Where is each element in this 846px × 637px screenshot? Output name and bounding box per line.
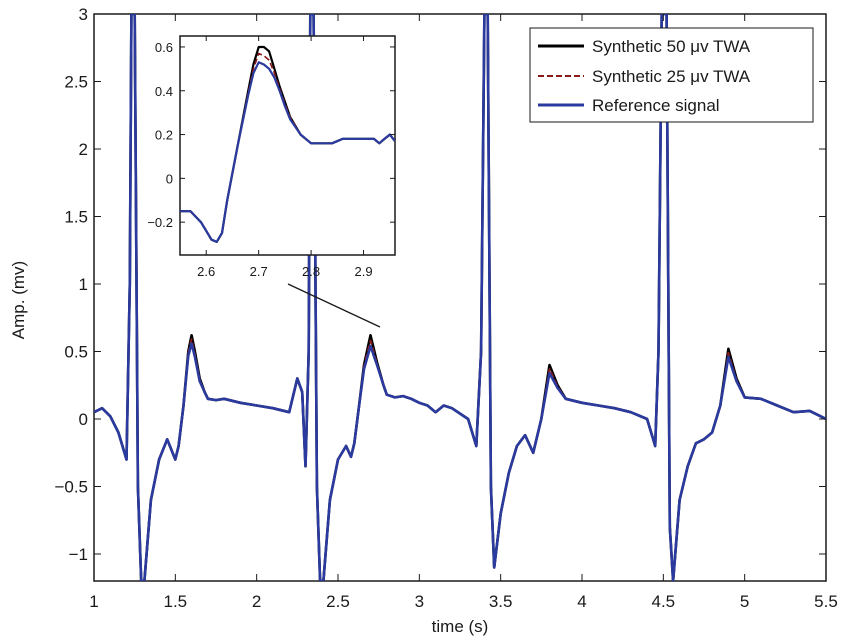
inset-ticks-group: 2.6 2.7 2.8 2.9 −0.2 0 0.2 0.4 0.6 bbox=[147, 36, 395, 279]
inset-series-group bbox=[180, 45, 395, 243]
inset-x-tick-label: 2.8 bbox=[302, 264, 320, 279]
main-x-tick-label: 3.5 bbox=[489, 592, 513, 611]
main-x-tick-label: 1 bbox=[89, 592, 98, 611]
main-y-tick-label: −0.5 bbox=[54, 478, 88, 497]
main-y-tick-label: 0.5 bbox=[64, 343, 88, 362]
main-x-tick-label: 2 bbox=[252, 592, 261, 611]
main-series-group bbox=[94, 14, 826, 581]
inset-y-tick-label: −0.2 bbox=[147, 215, 173, 230]
x-axis-label: time (s) bbox=[432, 617, 489, 636]
main-y-tick-label: 3 bbox=[79, 5, 88, 24]
inset-x-tick-label: 2.6 bbox=[197, 264, 215, 279]
inset-y-tick-label: 0.4 bbox=[155, 84, 173, 99]
main-x-tick-label: 4 bbox=[577, 592, 586, 611]
legend-label-synthetic-25: Synthetic 25 μv TWA bbox=[592, 67, 751, 86]
inset-x-tick-label: 2.7 bbox=[250, 264, 268, 279]
legend: Synthetic 50 μv TWA Synthetic 25 μv TWA … bbox=[529, 27, 814, 123]
main-x-tick-label: 5 bbox=[740, 592, 749, 611]
inset-connector-line bbox=[287, 283, 381, 328]
main-y-tick-label: 2 bbox=[79, 140, 88, 159]
inset-plot-frame bbox=[179, 35, 396, 256]
main-x-tick-label: 2.5 bbox=[326, 592, 350, 611]
y-axis-label: Amp. (mv) bbox=[9, 261, 28, 339]
main-x-tick-label: 5.5 bbox=[814, 592, 838, 611]
main-y-tick-label: 1 bbox=[79, 275, 88, 294]
main-y-tick-label: −1 bbox=[69, 545, 88, 564]
main-series-reference-signal bbox=[94, 14, 826, 581]
inset-plot: 2.6 2.7 2.8 2.9 −0.2 0 0.2 0.4 0.6 bbox=[147, 35, 396, 279]
main-x-tick-label: 4.5 bbox=[652, 592, 676, 611]
inset-y-tick-label: 0 bbox=[166, 171, 173, 186]
legend-label-reference: Reference signal bbox=[592, 96, 720, 115]
main-x-tick-label: 3 bbox=[415, 592, 424, 611]
inset-series-2 bbox=[180, 61, 395, 243]
inset-y-tick-label: 0.2 bbox=[155, 128, 173, 143]
main-y-tick-label: 1.5 bbox=[64, 208, 88, 227]
main-y-tick-label: 2.5 bbox=[64, 73, 88, 92]
main-y-tick-label: 0 bbox=[79, 410, 88, 429]
inset-y-tick-label: 0.6 bbox=[155, 40, 173, 55]
main-ticks-group: 1 1.5 2 2.5 3 3.5 4 4.5 5 5.5 −1 −0.5 0 0.5 1 1.5 2 2.5 3 bbox=[54, 5, 837, 611]
legend-label-synthetic-50: Synthetic 50 μv TWA bbox=[592, 37, 751, 56]
main-x-tick-label: 1.5 bbox=[164, 592, 188, 611]
inset-x-tick-label: 2.9 bbox=[354, 264, 372, 279]
